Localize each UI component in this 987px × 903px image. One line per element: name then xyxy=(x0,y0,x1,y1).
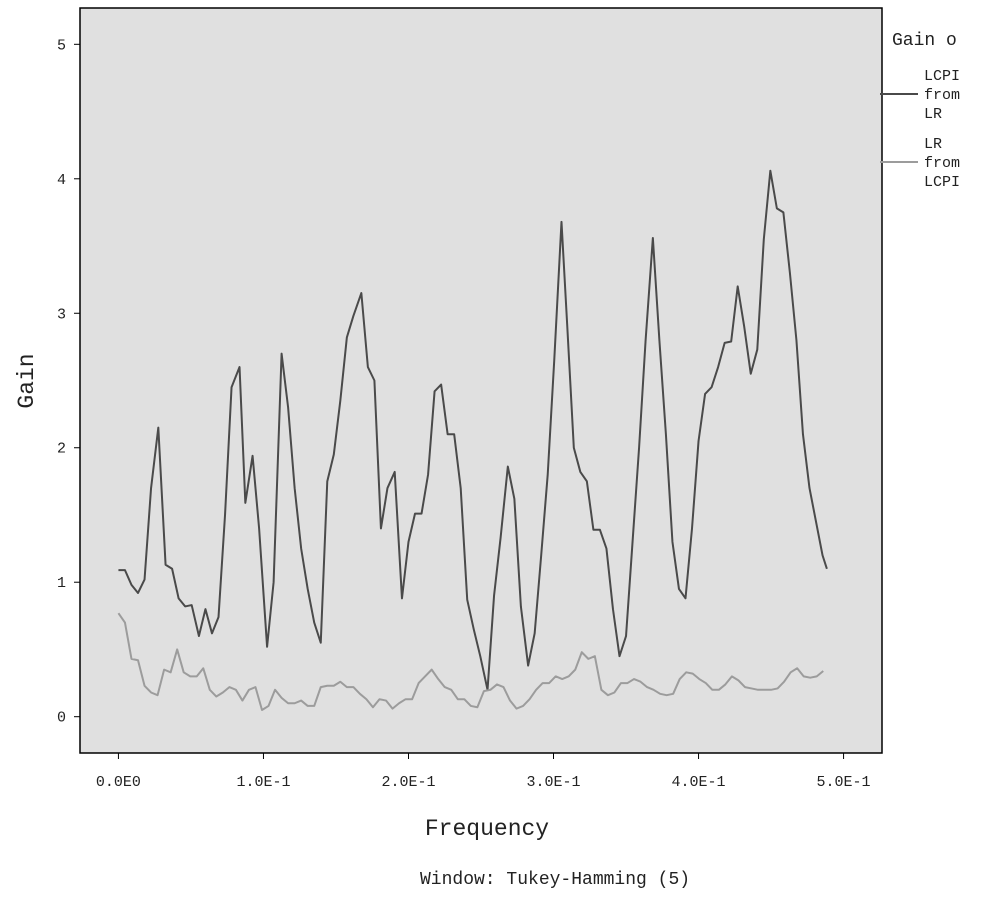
legend-label-lr-from-lcpi: from xyxy=(924,155,960,172)
legend-title: Gain o xyxy=(892,31,957,51)
y-axis: 0 1 2 3 4 5 xyxy=(57,37,80,727)
legend-label-lr-from-lcpi: LCPI xyxy=(924,174,960,191)
legend-label-lcpi-from-lr: from xyxy=(924,87,960,104)
y-tick-label: 5 xyxy=(57,37,66,54)
y-tick-label: 0 xyxy=(57,710,66,727)
y-axis-title: Gain xyxy=(14,353,40,408)
legend-label-lr-from-lcpi: LR xyxy=(924,136,942,153)
x-tick-label: 2.0E-1 xyxy=(381,774,435,791)
y-tick-label: 1 xyxy=(57,575,66,592)
y-tick-label: 3 xyxy=(57,306,66,323)
y-tick-label: 2 xyxy=(57,441,66,458)
x-tick-label: 5.0E-1 xyxy=(817,774,871,791)
series-layer xyxy=(117,169,828,711)
legend-label-lcpi-from-lr: LCPI xyxy=(924,68,960,85)
series-line-lcpi-from-lr xyxy=(118,169,828,691)
y-tick-label: 4 xyxy=(57,172,66,189)
legend: Gain o LCPI from LR LR from LCPI xyxy=(880,31,960,191)
x-tick-label: 1.0E-1 xyxy=(236,774,290,791)
x-tick-label: 4.0E-1 xyxy=(672,774,726,791)
series-line-lr-from-lcpi xyxy=(117,612,824,711)
x-axis: 0.0E0 1.0E-1 2.0E-1 3.0E-1 4.0E-1 5.0E-1 xyxy=(96,753,871,791)
plot-background xyxy=(79,7,883,754)
legend-label-lcpi-from-lr: LR xyxy=(924,106,942,123)
x-tick-label: 0.0E0 xyxy=(96,774,141,791)
window-footnote: Window: Tukey-Hamming (5) xyxy=(420,870,690,890)
x-axis-title: Frequency xyxy=(425,816,549,842)
x-tick-label: 3.0E-1 xyxy=(527,774,581,791)
